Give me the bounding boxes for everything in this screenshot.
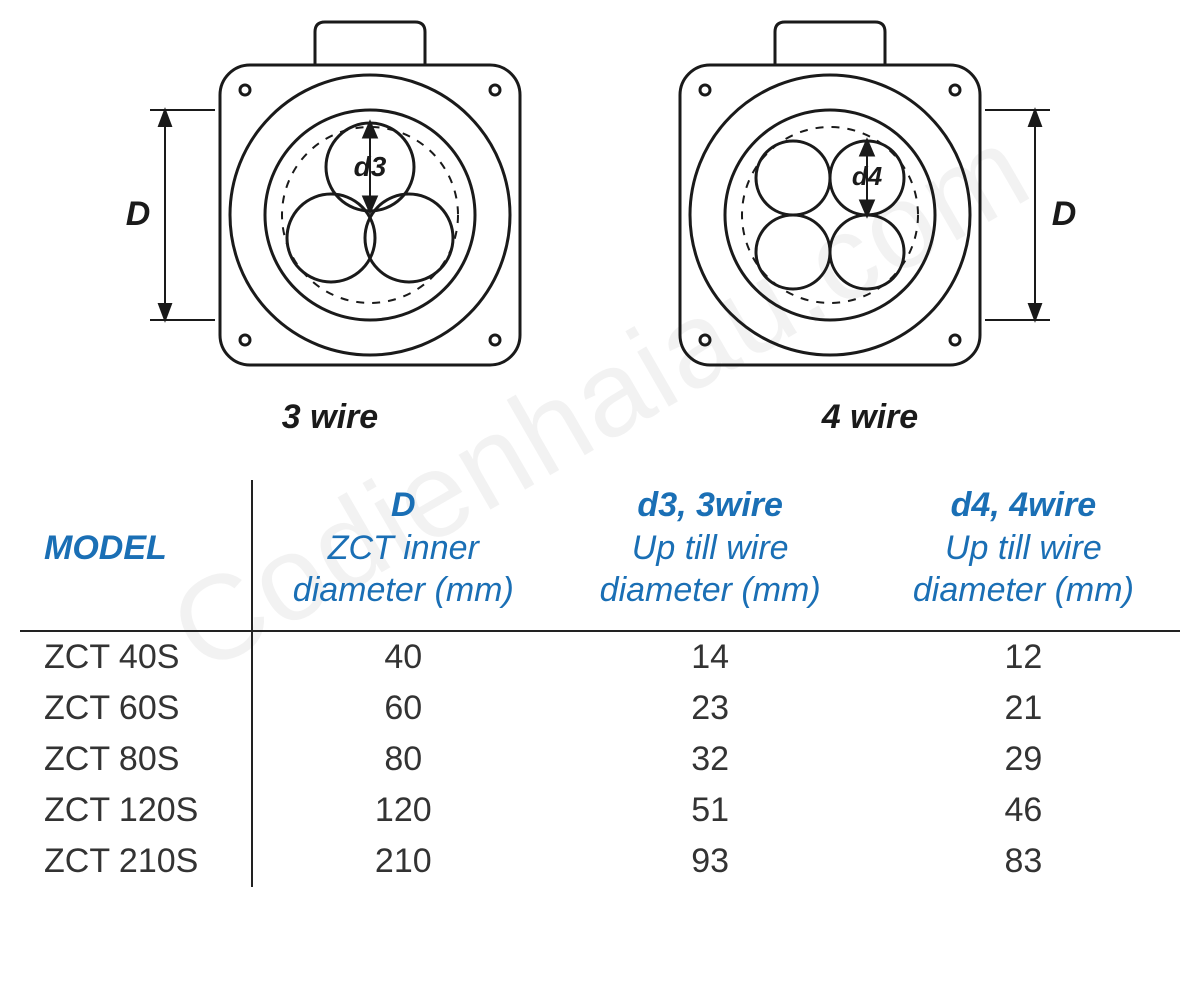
cell-d4: 21	[867, 683, 1180, 734]
diagram-4wire-svg: D	[650, 10, 1090, 390]
cell-d3: 93	[554, 836, 867, 887]
table-row: ZCT 120S 120 51 46	[20, 785, 1180, 836]
cell-model: ZCT 60S	[20, 683, 252, 734]
d-label-right: D	[1052, 195, 1077, 233]
cell-d3: 32	[554, 734, 867, 785]
cell-d4: 83	[867, 836, 1180, 887]
header-d3: d3, 3wire Up till wire diameter (mm)	[554, 480, 867, 631]
d3-label: d3	[354, 151, 387, 182]
page: Codienhaiau.com D	[0, 0, 1200, 998]
cell-d4: 46	[867, 785, 1180, 836]
spec-table: MODEL D ZCT inner diameter (mm) d3, 3wir…	[20, 480, 1180, 887]
diagram-row: D	[0, 10, 1200, 450]
caption-3wire: 3 wire	[282, 398, 378, 437]
diagram-3wire: D	[110, 10, 550, 437]
header-D-top: D	[263, 484, 544, 527]
cell-model: ZCT 120S	[20, 785, 252, 836]
cell-model: ZCT 80S	[20, 734, 252, 785]
header-d3-sub1: Up till wire	[564, 527, 857, 570]
cell-D: 60	[252, 683, 554, 734]
table-row: ZCT 60S 60 23 21	[20, 683, 1180, 734]
diagram-3wire-svg: D	[110, 10, 550, 390]
cell-model: ZCT 210S	[20, 836, 252, 887]
table-body: ZCT 40S 40 14 12 ZCT 60S 60 23 21 ZCT 80…	[20, 631, 1180, 887]
header-D-sub1: ZCT inner	[263, 527, 544, 570]
caption-4wire: 4 wire	[822, 398, 918, 437]
table-row: ZCT 210S 210 93 83	[20, 836, 1180, 887]
header-d3-sub2: diameter (mm)	[564, 569, 857, 612]
cell-d3: 23	[554, 683, 867, 734]
header-d4-sub2: diameter (mm)	[877, 569, 1170, 612]
header-d4: d4, 4wire Up till wire diameter (mm)	[867, 480, 1180, 631]
header-d4-top: d4, 4wire	[877, 484, 1170, 527]
cell-D: 80	[252, 734, 554, 785]
table-row: ZCT 40S 40 14 12	[20, 631, 1180, 683]
d4-label: d4	[852, 161, 883, 191]
diagram-4wire: D	[650, 10, 1090, 437]
header-D: D ZCT inner diameter (mm)	[252, 480, 554, 631]
header-d3-top: d3, 3wire	[564, 484, 857, 527]
header-d4-sub1: Up till wire	[877, 527, 1170, 570]
header-D-sub2: diameter (mm)	[263, 569, 544, 612]
cell-d4: 12	[867, 631, 1180, 683]
d-label-left: D	[126, 195, 151, 233]
cell-model: ZCT 40S	[20, 631, 252, 683]
cell-d4: 29	[867, 734, 1180, 785]
cell-D: 40	[252, 631, 554, 683]
spec-table-wrap: MODEL D ZCT inner diameter (mm) d3, 3wir…	[20, 480, 1180, 887]
cell-D: 120	[252, 785, 554, 836]
header-model: MODEL	[20, 480, 252, 631]
table-row: ZCT 80S 80 32 29	[20, 734, 1180, 785]
cell-D: 210	[252, 836, 554, 887]
cell-d3: 51	[554, 785, 867, 836]
table-header-row: MODEL D ZCT inner diameter (mm) d3, 3wir…	[20, 480, 1180, 631]
cell-d3: 14	[554, 631, 867, 683]
